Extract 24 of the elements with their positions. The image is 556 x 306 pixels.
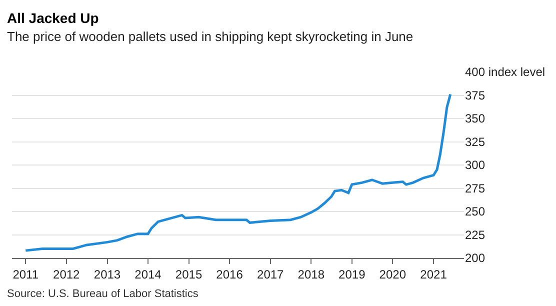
y-tick-label: 225 [465, 228, 486, 242]
y-tick-label: 250 [465, 204, 486, 219]
x-tick-label: 2012 [53, 267, 80, 282]
x-tick-label: 2017 [257, 267, 284, 282]
x-tick-label: 2021 [420, 267, 448, 282]
y-tick-label: 275 [465, 181, 486, 196]
x-tick-label: 2018 [298, 267, 325, 282]
x-tick-label: 2019 [338, 267, 366, 282]
source-note: Source: U.S. Bureau of Labor Statistics [7, 288, 199, 300]
y-tick-label: 300 [465, 158, 486, 172]
x-tick-label: 2015 [175, 267, 202, 282]
chart-subtitle: The price of wooden pallets used in shipping kept skyrocketing in June [7, 29, 414, 44]
y-tick-label: 325 [465, 134, 486, 149]
y-tick-label: 200 [465, 251, 486, 266]
line-series [24, 93, 452, 252]
x-tick-label: 2016 [216, 267, 244, 282]
x-tick-label: 2020 [379, 267, 406, 282]
x-tick-label: 2011 [12, 267, 39, 282]
x-tick-label: 2013 [94, 267, 121, 282]
y-tick-label: 400 index level [465, 65, 546, 80]
y-tick-label: 375 [465, 88, 486, 102]
chart-title: All Jacked Up [7, 10, 99, 26]
y-tick-label: 350 [465, 112, 486, 126]
x-tick-label: 2014 [134, 267, 162, 282]
